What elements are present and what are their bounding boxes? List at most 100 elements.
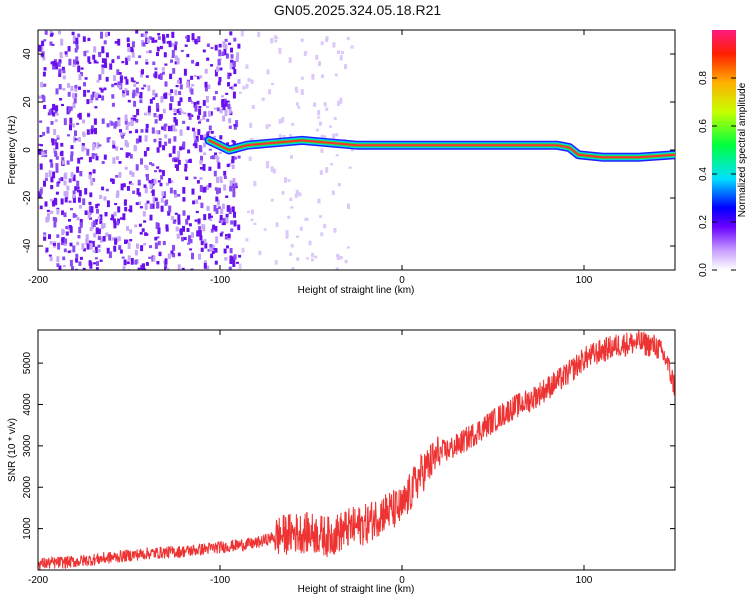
spectrogram-cell — [123, 259, 127, 266]
spectrogram-cell — [61, 210, 65, 216]
spectrogram-cell — [171, 55, 175, 58]
spectrogram-cell — [135, 138, 139, 144]
spectrogram-cell — [197, 115, 200, 120]
spectrogram-cell — [347, 203, 350, 209]
spectrogram-cell — [127, 43, 130, 48]
spectrogram-cell — [55, 191, 59, 195]
spectrogram-cell — [58, 59, 62, 64]
spectrogram-cell — [125, 79, 129, 85]
spectrogram-cell — [89, 192, 93, 198]
spectrogram-cell — [62, 75, 66, 80]
spectrogram-cell — [210, 215, 213, 218]
spectrogram-cell — [325, 107, 329, 111]
spectrogram-cell — [161, 170, 165, 177]
spectrogram-cell — [300, 76, 304, 80]
spectrogram-cell — [138, 201, 141, 205]
spectrogram-cell — [217, 162, 221, 169]
spectrogram-cell — [284, 177, 287, 183]
spectrogram-cell — [331, 190, 335, 195]
spectrogram-cell — [195, 210, 199, 214]
spectrogram-cell — [94, 92, 98, 98]
spectrogram-cell — [177, 150, 181, 158]
spectrogram-cell — [214, 226, 218, 232]
spectrogram-cell — [55, 163, 59, 167]
spectrogram-cell — [115, 193, 119, 198]
spectrogram-cell — [281, 117, 285, 123]
spectrogram-cell — [97, 248, 101, 253]
spectrogram-cell — [273, 35, 277, 39]
spectrogram-cell — [61, 228, 65, 236]
spectrogram-cell — [219, 218, 223, 221]
spectrogram-cell — [127, 55, 131, 62]
spectrogram-cell — [89, 243, 93, 250]
spectrogram-cell — [113, 211, 117, 217]
spectrogram-cell — [39, 163, 43, 170]
spectrogram-cell — [204, 87, 208, 92]
spectrogram-cell — [311, 252, 314, 256]
spectrogram-cell — [206, 118, 210, 122]
spectrogram-cell — [145, 174, 149, 177]
spectrogram-cell — [188, 113, 192, 120]
spectrogram-cell — [99, 214, 103, 221]
spectrogram-cell — [224, 109, 228, 116]
spectrogram-cell — [52, 103, 56, 110]
spectrogram-cell — [45, 247, 49, 253]
spectrogram-cell — [203, 186, 207, 193]
spectrogram-cell — [223, 175, 227, 179]
spectrogram-cell — [94, 106, 98, 109]
spectrogram-cell — [58, 84, 62, 90]
spectrogram-cell — [74, 214, 78, 217]
spectrogram-cell — [51, 201, 55, 205]
spectrogram-cell — [336, 253, 339, 258]
colorbar-tick-label: 0.0 — [698, 263, 709, 277]
spectrogram-cell — [108, 234, 112, 241]
spectrogram-cell — [113, 222, 117, 229]
spectrogram-cell — [101, 58, 105, 63]
spectrogram-cell — [86, 148, 90, 156]
spectrogram-cell — [157, 33, 161, 36]
spectrogram-cell — [143, 84, 147, 87]
spectrogram-cell — [56, 181, 60, 187]
snr-xtick-label: 0 — [399, 575, 405, 586]
spectrogram-cell — [78, 261, 82, 266]
spectrogram-cell — [63, 118, 67, 126]
spectrogram-cell — [91, 153, 95, 160]
spectrogram-cell — [157, 36, 161, 40]
spectrogram-cell — [39, 120, 43, 123]
spectrogram-cell — [184, 163, 188, 169]
spectrogram-cell — [76, 189, 80, 193]
spectrogram-cell — [205, 96, 209, 103]
spectrogram-cell — [210, 155, 214, 160]
spectrogram-cell — [141, 87, 145, 90]
spectrogram-cell — [43, 39, 47, 42]
spectrogram-cell — [176, 79, 180, 84]
spectrogram-cell — [336, 255, 340, 261]
spectrogram-cell — [192, 143, 196, 146]
spectrogram-cell — [299, 226, 303, 231]
spectrogram-cell — [70, 151, 74, 156]
spectrogram-cell — [247, 77, 251, 82]
spectrogram-cell — [160, 197, 164, 203]
spectrogram-cell — [178, 108, 182, 115]
spectrogram-cell — [228, 118, 232, 124]
spectrogram-cell — [135, 61, 138, 65]
spectrogram-cell — [203, 262, 207, 269]
spectrogram-cell — [86, 90, 90, 93]
spectrogram-cell — [67, 250, 71, 254]
spectrogram-cell — [80, 157, 83, 160]
spectrogram-cell — [223, 184, 227, 191]
spectrogram-cell — [127, 121, 131, 126]
spectrogram-cell — [197, 129, 201, 136]
spectrogram-cell — [241, 247, 245, 253]
spectrogram-cell — [156, 261, 160, 265]
spectrogram-cell — [144, 164, 148, 169]
colorbar-tick-label: 0.2 — [698, 215, 709, 229]
spectrogram-cell — [80, 71, 83, 77]
spectrogram-cell — [140, 33, 144, 37]
spectrogram-cell — [78, 190, 82, 197]
spectrogram-cell — [76, 186, 80, 189]
spectrogram-cell — [233, 124, 237, 127]
spectrogram-cell — [61, 237, 65, 244]
spectrogram-cell — [145, 59, 149, 62]
